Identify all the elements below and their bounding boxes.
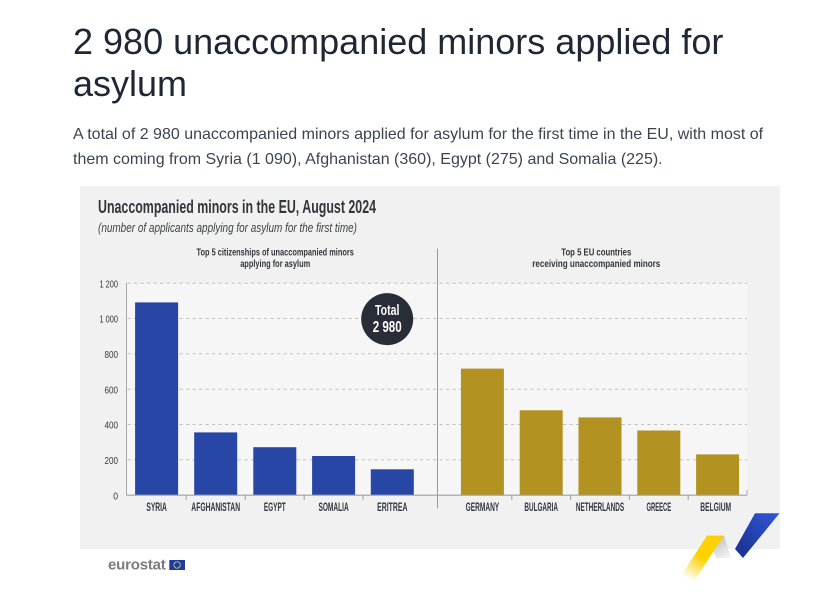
svg-text:BULGARIA: BULGARIA — [524, 502, 558, 514]
svg-text:eurostat: eurostat — [108, 557, 166, 574]
svg-text:1 200: 1 200 — [100, 279, 119, 290]
svg-text:NETHERLANDS: NETHERLANDS — [576, 502, 624, 514]
svg-text:BELGIUM: BELGIUM — [700, 502, 731, 514]
svg-text:Unaccompanied minors in the EU: Unaccompanied minors in the EU, August 2… — [98, 197, 376, 217]
svg-text:GREECE: GREECE — [646, 502, 671, 514]
svg-text:applying for asylum: applying for asylum — [240, 258, 310, 270]
svg-text:ERITREA: ERITREA — [377, 502, 407, 514]
svg-text:(number of applicants applying: (number of applicants applying for asylu… — [98, 220, 357, 235]
svg-text:Total: Total — [375, 302, 399, 319]
svg-text:1 000: 1 000 — [100, 315, 119, 326]
svg-text:2 980: 2 980 — [373, 319, 402, 336]
svg-text:receiving unaccompanied minors: receiving unaccompanied minors — [532, 258, 660, 270]
svg-text:600: 600 — [105, 385, 119, 396]
svg-text:Top 5 citizenships of unaccomp: Top 5 citizenships of unaccompanied mino… — [197, 247, 354, 259]
svg-text:SOMALIA: SOMALIA — [318, 502, 348, 514]
svg-text:800: 800 — [105, 350, 119, 361]
svg-text:Top 5 EU countries: Top 5 EU countries — [561, 247, 631, 259]
svg-text:EGYPT: EGYPT — [264, 502, 286, 514]
svg-text:SYRIA: SYRIA — [146, 502, 167, 514]
svg-text:0: 0 — [113, 491, 118, 502]
svg-text:400: 400 — [105, 421, 119, 432]
svg-text:GERMANY: GERMANY — [466, 502, 500, 514]
svg-text:200: 200 — [105, 456, 119, 467]
svg-text:AFGHANISTAN: AFGHANISTAN — [191, 502, 240, 514]
